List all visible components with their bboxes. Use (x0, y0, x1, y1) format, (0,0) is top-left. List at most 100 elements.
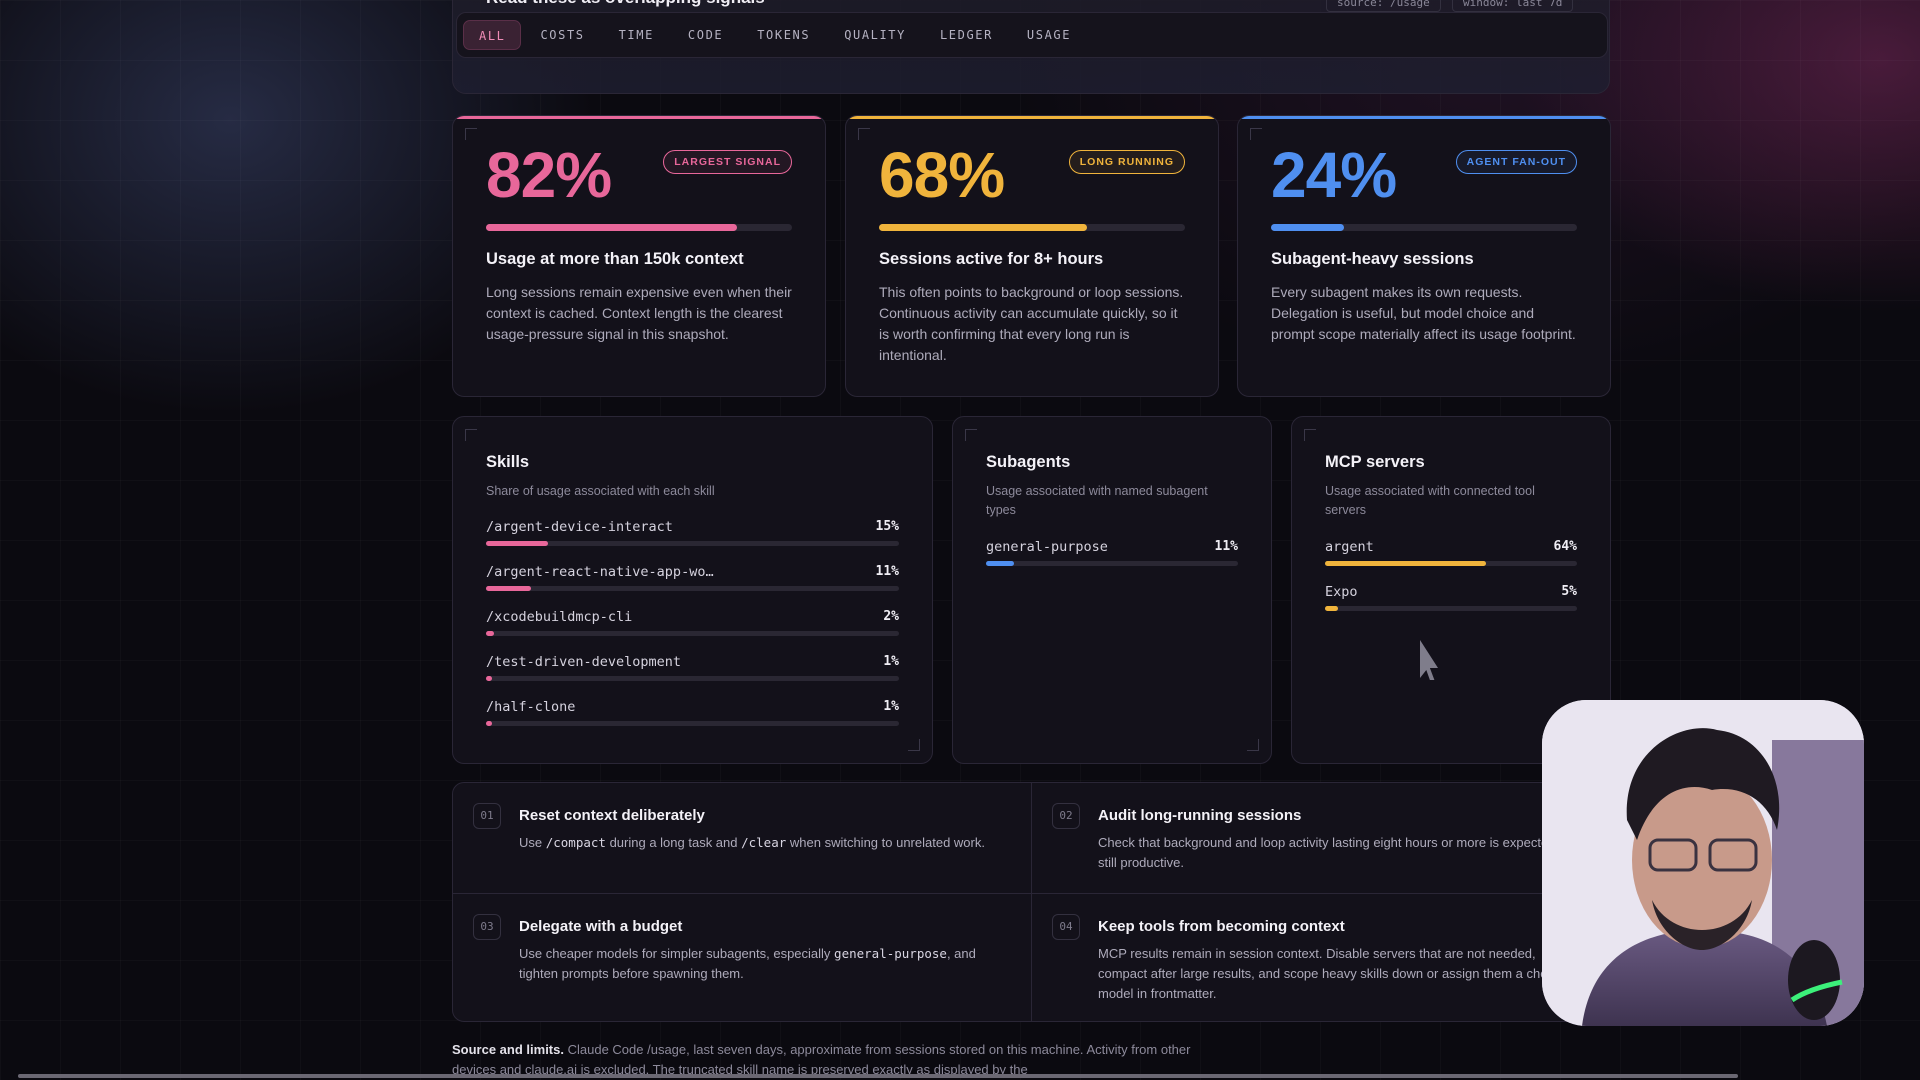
mcp-panel: MCP servers Usage associated with connec… (1291, 416, 1611, 764)
mcp-bar-track (1325, 606, 1577, 611)
stat-percent: 68% (879, 139, 1005, 211)
stat-card-subagents: 24% AGENT FAN-OUT Subagent-heavy sessions E… (1237, 115, 1611, 397)
corner-mark (1304, 429, 1316, 441)
skills-name: /argent-device-interact (486, 519, 673, 535)
tab-ledger[interactable]: LEDGER (939, 28, 993, 42)
stat-title: Usage at more than 150k context (486, 250, 744, 268)
skills-panel: Skills Share of usage associated with ea… (452, 416, 933, 764)
stat-badge: LARGEST SIGNAL (663, 150, 792, 174)
tip-text: Use (519, 835, 546, 850)
tip-title: Reset context deliberately (519, 807, 705, 824)
tip-card: 01 Reset context deliberately Use /compact… (453, 783, 1031, 893)
skills-bar-track (486, 586, 899, 591)
stat-progress-fill (879, 224, 1088, 231)
tip-card: 04 Keep tools from becoming context MCP re… (1032, 894, 1609, 1004)
skills-row: /argent-device-interact 15% (486, 519, 899, 559)
tab-costs[interactable]: COSTS (540, 28, 585, 42)
tip-number: 04 (1052, 914, 1080, 940)
skills-value: 11% (875, 564, 899, 579)
subagents-bar-fill (986, 561, 1014, 566)
inline-code: /clear (741, 835, 787, 850)
stat-progress-track (486, 224, 792, 231)
presenter-video-icon (1542, 700, 1864, 1026)
mcp-bar-fill (1325, 561, 1487, 566)
corner-mark (858, 128, 870, 140)
skills-row: /half-clone 1% (486, 699, 899, 739)
stat-percent: 82% (486, 139, 612, 211)
skills-value: 15% (875, 519, 899, 534)
tab-time[interactable]: TIME (618, 28, 654, 42)
tip-number: 03 (473, 914, 501, 940)
source-chip: source: /usage (1326, 0, 1441, 12)
mcp-row: argent 64% (1325, 539, 1577, 579)
mcp-name: Expo (1325, 584, 1358, 600)
stat-title: Subagent-heavy sessions (1271, 250, 1474, 268)
stat-card-context: 82% LARGEST SIGNAL Usage at more than 150k… (452, 115, 826, 397)
tab-all[interactable]: ALL (463, 20, 522, 50)
tab-tokens[interactable]: TOKENS (757, 28, 811, 42)
mcp-value: 5% (1561, 584, 1577, 599)
stat-badge: AGENT FAN-OUT (1455, 150, 1577, 174)
skills-row: /argent-react-native-app-wo… 11% (486, 564, 899, 604)
skills-subtitle: Share of usage associated with each skil… (486, 484, 715, 498)
tip-text: , and tighten prompts before spawning th… (519, 946, 976, 981)
subagents-name: general-purpose (986, 539, 1108, 555)
stat-percent: 24% (1271, 139, 1397, 211)
tip-title: Keep tools from becoming context (1098, 918, 1345, 935)
mcp-title: MCP servers (1325, 453, 1425, 471)
corner-mark (908, 739, 920, 751)
skills-row: /test-driven-development 1% (486, 654, 899, 694)
stat-title: Sessions active for 8+ hours (879, 250, 1104, 268)
skills-bar-track (486, 721, 899, 726)
skills-name: /test-driven-development (486, 654, 682, 670)
tip-text: MCP results remain in session context. D… (1098, 946, 1574, 1001)
skills-row: /xcodebuildmcp-cli 2% (486, 609, 899, 649)
filter-tabs: ALL COSTS TIME CODE TOKENS QUALITY LEDGER USAGE (456, 12, 1608, 58)
mcp-bar-track (1325, 561, 1577, 566)
stat-progress-fill (1271, 224, 1345, 231)
skills-bar-fill (486, 586, 532, 591)
skills-bar-fill (486, 631, 495, 636)
tip-body: Use cheaper models for simpler subagents… (519, 944, 1009, 984)
skills-name: /half-clone (486, 699, 576, 715)
subagents-value: 11% (1214, 539, 1238, 554)
tip-text: Use cheaper models for simpler subagents… (519, 946, 835, 961)
stat-description: This often points to background or loop … (879, 284, 1184, 363)
tip-number: 01 (473, 803, 501, 829)
skills-value: 1% (883, 699, 899, 714)
divider (453, 893, 1609, 894)
skills-bar-fill (486, 541, 548, 546)
skills-bar-fill (486, 721, 493, 726)
stat-badge: LONG RUNNING (1068, 150, 1185, 174)
skills-value: 2% (883, 609, 899, 624)
skills-bar-track (486, 631, 899, 636)
tip-title: Delegate with a budget (519, 918, 683, 935)
mcp-subtitle: Usage associated with connected tool ser… (1325, 484, 1535, 517)
section-heading: Read these as overlapping signals (486, 0, 765, 8)
tip-title: Audit long-running sessions (1098, 807, 1302, 824)
corner-mark (465, 429, 477, 441)
subagents-row: general-purpose 11% (986, 539, 1238, 579)
subagents-title: Subagents (986, 453, 1071, 471)
tab-usage[interactable]: USAGE (1026, 28, 1072, 42)
corner-mark (965, 429, 977, 441)
stat-progress-track (879, 224, 1185, 231)
stat-description: Long sessions remain expensive even when… (486, 284, 792, 342)
tip-card: 03 Delegate with a budget Use cheaper mode… (453, 894, 1031, 1004)
webcam-overlay (1542, 700, 1864, 1026)
mcp-name: argent (1325, 539, 1374, 555)
skills-title: Skills (486, 453, 530, 471)
tip-body: Check that background and loop activity … (1098, 833, 1588, 873)
tab-code[interactable]: CODE (687, 28, 724, 42)
card-accent-line (1238, 116, 1610, 119)
horizontal-scrollbar[interactable] (18, 1074, 1738, 1078)
corner-mark (465, 128, 477, 140)
tip-card: 02 Audit long-running sessions Check that … (1032, 783, 1609, 893)
card-accent-line (846, 116, 1218, 119)
window-chip: window: last 7d (1452, 0, 1574, 12)
tab-quality[interactable]: QUALITY (844, 28, 906, 42)
tip-text: during a long task and (605, 835, 742, 850)
stat-description: Every subagent makes its own requests. D… (1271, 284, 1576, 342)
mcp-value: 64% (1553, 539, 1577, 554)
tip-number: 02 (1052, 803, 1080, 829)
